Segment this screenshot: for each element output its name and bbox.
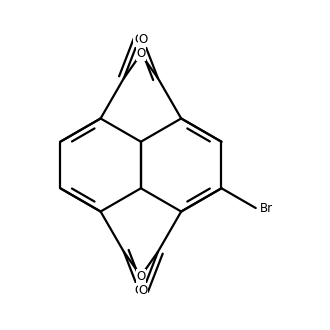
Text: O: O [134, 283, 143, 296]
Text: Br: Br [259, 202, 273, 214]
Text: O: O [136, 270, 146, 282]
Text: O: O [134, 34, 143, 47]
Text: O: O [139, 283, 148, 296]
Text: O: O [139, 34, 148, 47]
Text: O: O [136, 48, 146, 60]
